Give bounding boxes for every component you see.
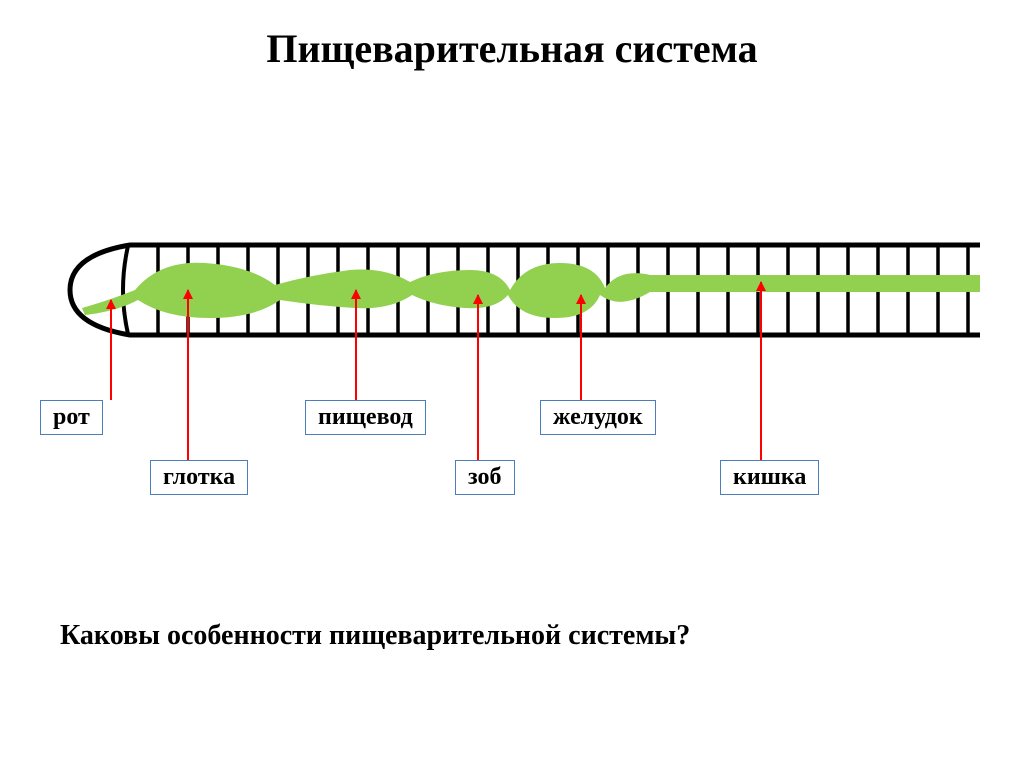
arrow-crop [477,295,479,460]
worm-svg [40,200,980,380]
arrow-esophagus [355,290,357,400]
worm-diagram [40,200,980,380]
arrow-pharynx [187,290,189,460]
label-crop: зоб [455,460,515,495]
label-stomach-text: желудок [553,404,643,430]
label-intestine: кишка [720,460,819,495]
label-pharynx-text: глотка [163,464,235,490]
arrow-mouth [110,300,112,400]
question-text-container: Каковы особенности пищеварительной систе… [60,620,690,652]
label-stomach: желудок [540,400,656,435]
label-esophagus-text: пищевод [318,404,413,430]
question-text: Каковы особенности пищеварительной систе… [60,620,690,651]
arrow-stomach [580,295,582,400]
arrow-intestine [760,282,762,460]
page-title: Пищеварительная система [0,25,1024,72]
label-mouth: рот [40,400,103,435]
label-pharynx: глотка [150,460,248,495]
label-mouth-text: рот [53,404,90,430]
label-esophagus: пищевод [305,400,426,435]
label-crop-text: зоб [468,464,502,490]
label-intestine-text: кишка [733,464,806,490]
head-segment-line [123,246,128,334]
digestive-tract [82,263,980,318]
title-text: Пищеварительная система [266,26,757,71]
